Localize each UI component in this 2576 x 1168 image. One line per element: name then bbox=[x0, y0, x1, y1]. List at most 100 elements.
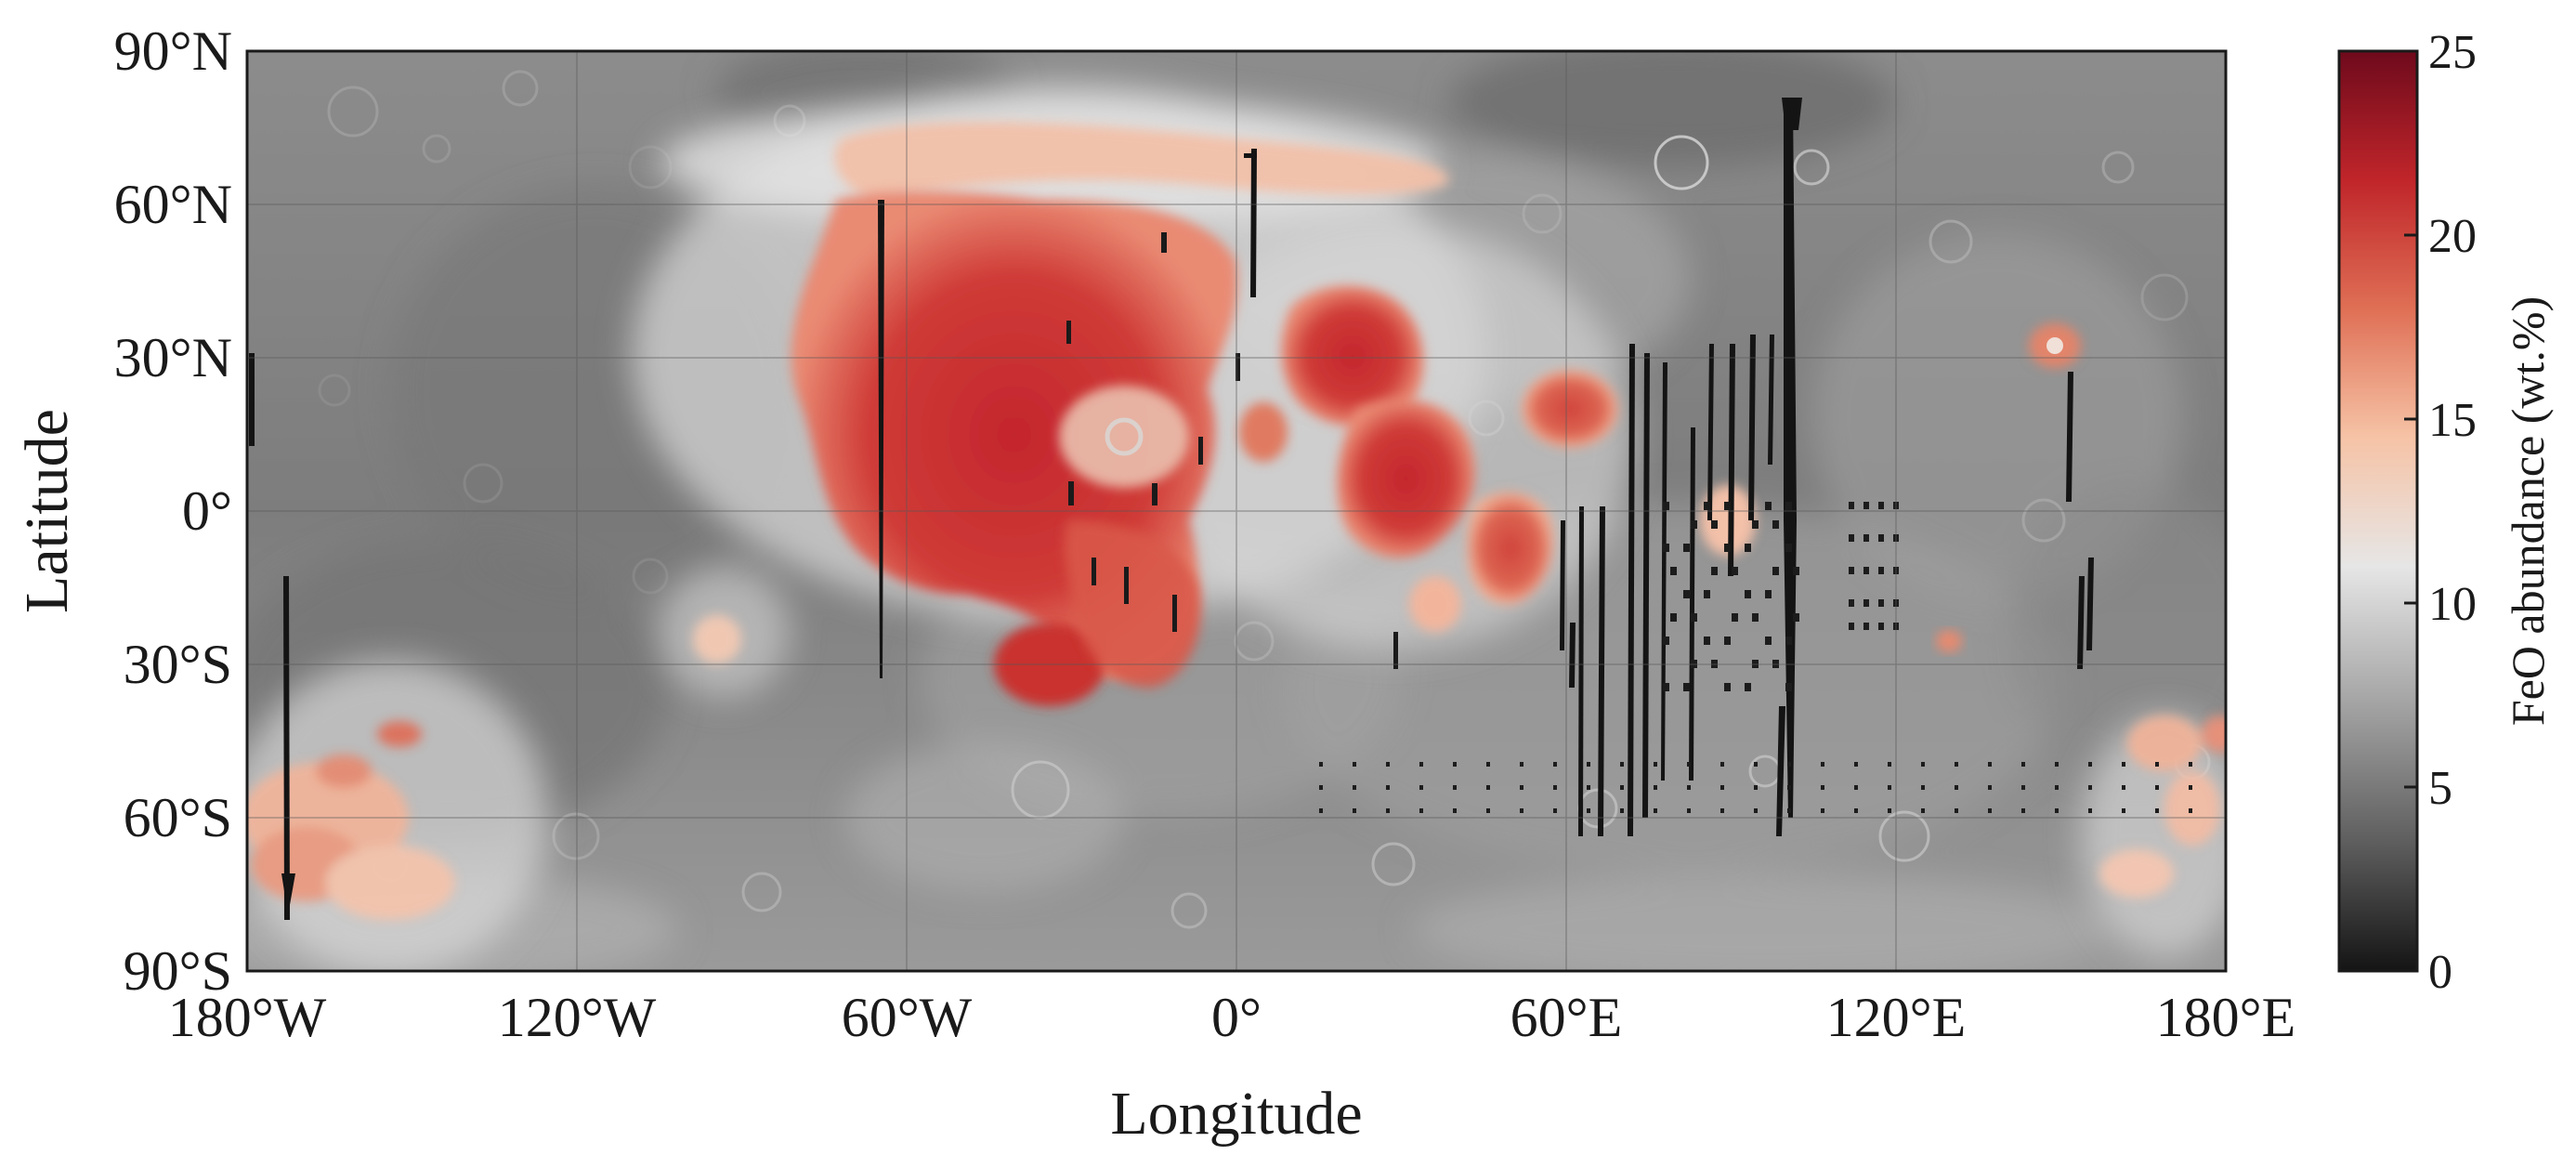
gap-dot bbox=[2021, 785, 2025, 790]
gap-dot bbox=[1732, 567, 1738, 575]
lunar-map-image bbox=[247, 51, 2226, 971]
gap-dot bbox=[1386, 808, 1390, 813]
x-axis-ticks: 180°W 120°W 60°W 0° 60°E 120°E 180°E bbox=[168, 987, 2296, 1048]
gap-dot bbox=[1419, 808, 1423, 813]
gap-dot bbox=[1687, 785, 1691, 790]
gap-dot bbox=[1319, 762, 1323, 767]
procellarum-gap-marks bbox=[1066, 232, 1398, 669]
orientale-basin bbox=[693, 615, 741, 663]
gap-dot bbox=[1785, 636, 1792, 645]
gap-dot bbox=[1878, 623, 1884, 630]
gap-dot bbox=[1453, 808, 1457, 813]
gap-dot bbox=[1654, 785, 1657, 790]
colorbar-tick-label: 20 bbox=[2428, 210, 2477, 263]
gap-dot bbox=[1921, 808, 1925, 813]
gap-dot bbox=[1704, 590, 1710, 598]
gap-dot bbox=[2088, 762, 2092, 767]
gap-dot bbox=[2055, 785, 2059, 790]
gap-dot bbox=[1893, 534, 1899, 542]
colorbar-label: FeO abundance (wt.%) bbox=[2502, 296, 2554, 726]
gap-dot bbox=[1670, 613, 1677, 622]
y-tick-label: 0° bbox=[182, 480, 232, 542]
gap-dot bbox=[1670, 567, 1677, 575]
gap-dot bbox=[1921, 762, 1925, 767]
gap-dot bbox=[1988, 808, 1992, 813]
y-tick-label: 60°N bbox=[114, 174, 232, 235]
gap-dot bbox=[1704, 636, 1710, 645]
gap-dot bbox=[1386, 785, 1390, 790]
gap-dot bbox=[1663, 502, 1669, 510]
gap-dot bbox=[1849, 599, 1854, 607]
gap-dot bbox=[1921, 785, 1925, 790]
y-tick-label: 30°N bbox=[114, 327, 232, 388]
gap-dot bbox=[1854, 762, 1858, 767]
gap-dot bbox=[1878, 534, 1884, 542]
gap-dot bbox=[2088, 785, 2092, 790]
gap-dot bbox=[1849, 623, 1854, 630]
gap-dot bbox=[1745, 590, 1751, 598]
y-tick-label: 90°N bbox=[114, 20, 232, 82]
x-tick-label: 180°W bbox=[168, 987, 327, 1048]
y-tick-label: 60°S bbox=[124, 787, 232, 848]
gap-dot bbox=[1988, 785, 1992, 790]
gap-dot bbox=[1878, 502, 1884, 509]
gap-dot bbox=[1893, 567, 1899, 574]
gap-dot bbox=[1785, 502, 1792, 510]
x-tick-label: 0° bbox=[1211, 987, 1262, 1048]
gap-dot bbox=[1587, 762, 1590, 767]
gap-dot bbox=[1754, 785, 1758, 790]
gap-dot bbox=[1849, 567, 1854, 574]
gap-dot bbox=[1821, 808, 1824, 813]
gap-dot bbox=[1724, 502, 1731, 510]
gap-dot bbox=[1785, 544, 1792, 552]
colorbar-ticks: 0 5 10 15 20 25 bbox=[2404, 26, 2477, 999]
gap-dot bbox=[1691, 660, 1697, 668]
gap-dot bbox=[2122, 785, 2125, 790]
gap-dot bbox=[1745, 683, 1751, 691]
apollo-basin bbox=[1936, 630, 1962, 652]
gap-dot bbox=[1854, 808, 1858, 813]
gap-dot bbox=[1752, 660, 1759, 668]
colorbar-tick-label: 5 bbox=[2428, 762, 2452, 815]
gap-dot bbox=[1878, 567, 1884, 574]
gap-dot bbox=[1353, 762, 1356, 767]
x-tick-label: 120°E bbox=[1826, 987, 1967, 1048]
gap-dot bbox=[1787, 808, 1791, 813]
gap-dot bbox=[1663, 683, 1669, 691]
gap-dot bbox=[2189, 785, 2192, 790]
gap-dot bbox=[1620, 808, 1624, 813]
mare-nectaris bbox=[1409, 576, 1461, 632]
gap-dot bbox=[1787, 785, 1791, 790]
mare-frigoris bbox=[834, 122, 1449, 200]
gap-dot bbox=[1732, 613, 1738, 622]
gap-dot bbox=[1888, 785, 1891, 790]
gap-dot bbox=[1711, 520, 1718, 529]
gap-dot bbox=[1453, 785, 1457, 790]
colorbar-tick-label: 25 bbox=[2428, 26, 2477, 79]
gap-dot bbox=[2122, 762, 2125, 767]
gap-dot bbox=[1353, 785, 1356, 790]
y-axis-ticks: 90°N 60°N 30°N 0° 30°S 60°S 90°S bbox=[114, 20, 232, 1002]
copernicus-ejecta bbox=[1059, 386, 1189, 488]
gap-dot bbox=[1772, 520, 1779, 529]
gap-dot bbox=[2088, 808, 2092, 813]
gap-dot bbox=[1888, 808, 1891, 813]
gap-dot bbox=[1419, 762, 1423, 767]
gap-dot bbox=[2189, 762, 2192, 767]
gap-dot bbox=[1752, 520, 1759, 529]
gap-dot bbox=[1353, 808, 1356, 813]
gap-dot bbox=[1453, 762, 1457, 767]
gap-dot bbox=[1955, 762, 1958, 767]
gap-dot bbox=[2021, 808, 2025, 813]
gap-dot bbox=[1793, 567, 1799, 575]
gap-dot bbox=[2055, 762, 2059, 767]
colorbar-gradient bbox=[2337, 49, 2419, 973]
gap-dot bbox=[1486, 762, 1490, 767]
gap-dot bbox=[1683, 590, 1690, 598]
gap-dot bbox=[1620, 762, 1624, 767]
mare-smythii bbox=[1700, 485, 1756, 556]
gap-dot bbox=[1863, 567, 1869, 574]
mare-humorum bbox=[994, 623, 1105, 706]
gap-dot bbox=[1587, 785, 1590, 790]
